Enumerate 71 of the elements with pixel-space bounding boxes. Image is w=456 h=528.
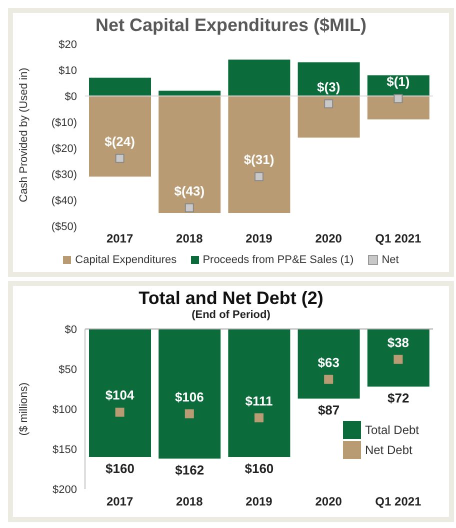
data-label: $162 (175, 462, 204, 478)
bar (228, 60, 290, 96)
data-label: $(1) (386, 74, 410, 90)
point (394, 354, 403, 364)
data-label: $160 (244, 461, 274, 476)
point (115, 154, 124, 163)
point (254, 413, 264, 422)
y-tick-label: $10 (58, 64, 77, 77)
data-label: $(43) (174, 183, 205, 198)
point (115, 408, 124, 417)
x-tick-label: 2019 (246, 232, 273, 246)
x-tick-label: 2018 (176, 494, 204, 509)
y-axis-title: ($ millions) (18, 382, 30, 436)
bar (158, 96, 221, 213)
data-label: $72 (388, 390, 410, 406)
point (324, 374, 334, 384)
x-tick-label: 2020 (315, 232, 342, 246)
bar (367, 329, 430, 387)
y-tick-label: ($50) (51, 220, 77, 233)
y-tick-label: $150 (52, 444, 77, 456)
point (184, 409, 194, 418)
bar (89, 329, 151, 457)
bar (228, 329, 290, 457)
x-tick-label: 2020 (315, 494, 342, 509)
legend-label: Capital Expenditures (75, 254, 177, 266)
data-label: $111 (245, 393, 273, 408)
data-label: $160 (106, 461, 134, 476)
chart-title: Net Capital Expenditures ($MIL) (94, 15, 368, 36)
legend-label: Proceeds from PP&E Sales (1) (202, 254, 354, 266)
data-label: $87 (318, 402, 340, 418)
chart-subtitle: (End of Period) (190, 309, 272, 321)
data-label: $(3) (317, 79, 340, 94)
point (324, 99, 334, 108)
data-label: $(24) (104, 134, 135, 149)
data-label: $38 (387, 334, 410, 350)
y-tick-label: $50 (58, 364, 77, 376)
y-tick-label: $0 (64, 324, 77, 336)
bar (367, 96, 430, 120)
bar (298, 96, 360, 138)
legend-label: Total Debt (364, 423, 419, 437)
bar (89, 78, 151, 96)
y-tick-label: ($10) (51, 116, 77, 129)
legend-label: Net (382, 254, 399, 266)
bar (158, 329, 221, 459)
x-tick-label: Q1 2021 (375, 232, 422, 246)
y-tick-label: $100 (52, 404, 77, 416)
data-label: $106 (174, 389, 204, 404)
y-tick-label: $0 (64, 90, 77, 103)
legend-label: Net Debt (364, 443, 412, 457)
point (184, 203, 194, 212)
data-label: $104 (105, 388, 136, 403)
x-tick-label: Q1 2021 (375, 494, 422, 509)
x-tick-label: 2017 (106, 232, 134, 246)
data-label: $63 (318, 354, 340, 370)
x-tick-label: 2018 (176, 232, 204, 246)
y-axis-title: Cash Provided by (Used in) (18, 68, 30, 202)
bar (298, 329, 360, 399)
y-tick-label: $200 (52, 484, 77, 496)
x-tick-label: 2017 (106, 494, 134, 509)
y-tick-label: ($30) (51, 168, 77, 181)
x-tick-label: 2019 (246, 494, 273, 509)
y-tick-label: ($40) (51, 194, 77, 207)
y-tick-label: $20 (58, 38, 77, 51)
point (394, 94, 403, 104)
data-label: $(31) (244, 152, 274, 168)
bar (298, 62, 360, 96)
bar (228, 96, 290, 213)
point (254, 172, 264, 182)
y-tick-label: ($20) (51, 142, 77, 155)
bar (89, 96, 151, 177)
chart-title: Total and Net Debt (2) (138, 288, 324, 309)
